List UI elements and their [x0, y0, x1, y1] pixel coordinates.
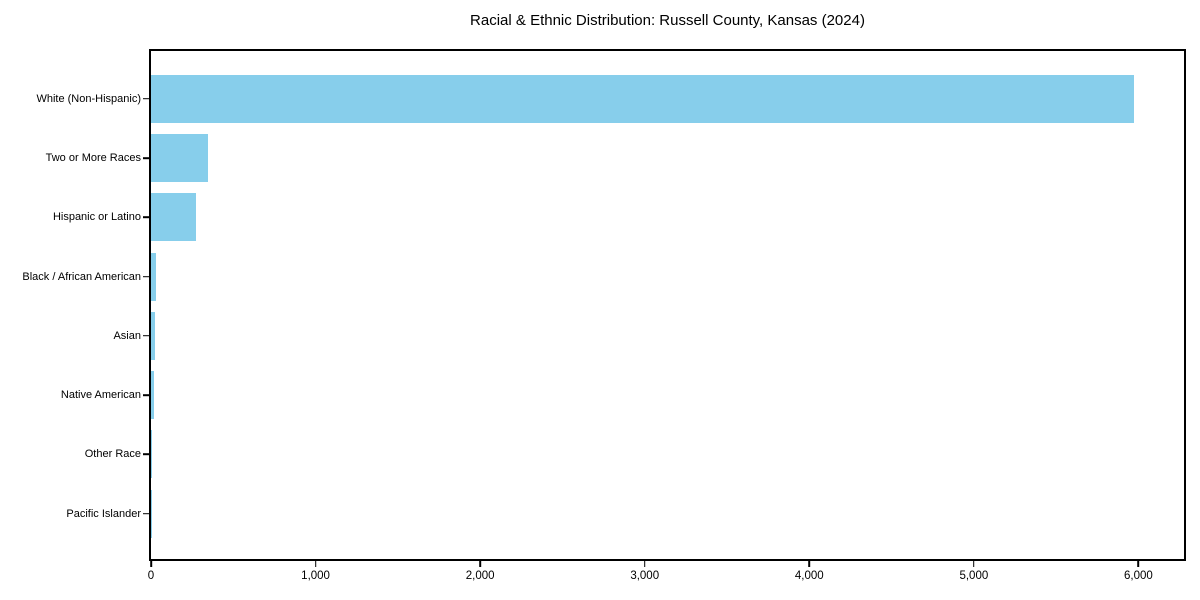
category-row: White (Non-Hispanic) — [36, 69, 1184, 128]
x-tick-mark — [973, 561, 975, 567]
y-tick-mark — [143, 394, 149, 396]
category-row: Native American — [61, 365, 1184, 424]
y-tick-mark — [143, 157, 149, 159]
bar — [151, 311, 156, 360]
y-tick-mark — [143, 97, 149, 100]
chart-title: Racial & Ethnic Distribution: Russell Co… — [470, 12, 865, 29]
x-tick-label: 4,000 — [794, 570, 824, 582]
x-tick-mark — [314, 561, 317, 567]
y-tick-mark — [143, 216, 149, 219]
bar — [151, 430, 152, 479]
category-row: Black / African American — [22, 247, 1184, 306]
bar — [151, 193, 197, 242]
x-tick-label: 2,000 — [465, 570, 495, 582]
y-tick-mark — [143, 512, 149, 515]
x-tick-mark — [479, 561, 481, 567]
y-axis-label: Native American — [60, 389, 141, 402]
y-axis-label: White (Non-Hispanic) — [36, 92, 141, 105]
bars-container: White (Non-Hispanic) Two or More Races His… — [22, 51, 1184, 559]
x-axis-ticks: 0 1,000 2,000 3,000 4,000 5,000 6,000 — [147, 559, 1184, 589]
y-axis-label: Black / African American — [22, 270, 141, 283]
y-axis-label: Hispanic or Latino — [52, 211, 141, 224]
category-row: Hispanic or Latino — [53, 188, 1184, 247]
x-tick-mark — [150, 561, 152, 567]
bar — [151, 252, 157, 301]
x-tick-label: 3,000 — [630, 570, 660, 582]
bar — [151, 133, 209, 182]
y-tick-mark — [143, 275, 149, 278]
y-axis-label: Two or More Races — [45, 151, 141, 164]
x-tick-label: 5,000 — [959, 570, 989, 582]
category-row: Other Race — [85, 425, 1184, 484]
category-row: Asian — [113, 306, 1184, 365]
x-tick-mark — [643, 561, 646, 567]
category-row: Pacific Islander — [66, 484, 1184, 543]
x-tick-label: 6,000 — [1124, 570, 1153, 582]
y-axis-label: Other Race — [84, 448, 141, 461]
x-tick-mark — [1137, 561, 1140, 567]
y-axis-label: Pacific Islander — [66, 507, 141, 520]
bar — [151, 371, 155, 420]
y-tick-mark — [143, 453, 149, 456]
x-tick-label: 1,000 — [301, 570, 330, 582]
plot-area: White (Non-Hispanic) Two or More Races His… — [22, 49, 1186, 582]
x-tick-label: 0 — [147, 570, 155, 582]
y-axis-label: Asian — [113, 329, 141, 342]
bar — [151, 74, 1135, 123]
category-row: Two or More Races — [46, 128, 1184, 187]
x-tick-mark — [808, 561, 811, 567]
y-tick-mark — [143, 335, 149, 337]
